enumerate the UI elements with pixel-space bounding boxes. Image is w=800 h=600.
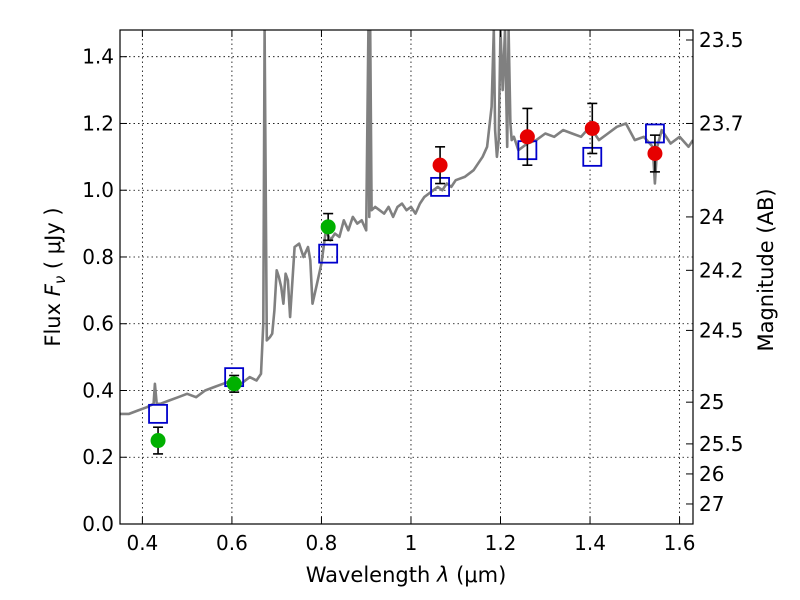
y2-tick-label: 25.5 [699,432,744,456]
y2-tick-label: 25 [699,390,724,414]
observed-point [320,219,336,235]
y-tick-label: 1.0 [82,178,114,202]
y-tick-label: 0.2 [82,445,114,469]
x-tick-label: 1.2 [485,531,517,555]
observed-point [647,146,663,161]
x-tick-label: 1.6 [664,531,696,555]
y-tick-label: 0.8 [82,245,114,269]
y-tick-label: 1.2 [82,111,114,135]
y2-tick-label: 24.2 [699,258,744,282]
observed-point [150,433,166,449]
y2-tick-label: 24 [699,205,724,229]
ticks: 0.4 0.6 0.8 1 1.2 1.4 1.6 0.0 0.2 0.4 0.6 0.8 1.0 1.2… [82,28,743,555]
y2-tick-label: 23.5 [699,28,744,52]
y2-tick-label: 24.5 [699,318,744,342]
x-tick-label: 1 [405,531,418,555]
y-axis-title: Flux Fν ( μJy ) [41,207,69,346]
observed-point [226,376,242,392]
grid [120,30,693,525]
x-tick-label: 0.6 [216,531,248,555]
marker-layer [148,102,665,455]
y-tick-label: 1.4 [82,45,114,69]
x-tick-label: 1.4 [574,531,606,555]
y2-axis-title: Magnitude (AB) [754,188,778,351]
observed-point [432,157,448,173]
y2-tick-label: 27 [699,492,724,516]
model-photometry-square [148,403,168,424]
y-tick-label: 0.6 [82,312,114,336]
plot-frame [119,29,694,525]
spectrum-layer [120,30,693,416]
model-photometry-square [318,243,339,264]
x-tick-label: 0.4 [126,531,158,555]
y2-tick-label: 23.7 [699,111,744,135]
spectrum-line [120,30,693,416]
x-tick-label: 0.8 [306,531,338,555]
observed-point [519,129,535,145]
y-tick-label: 0.0 [82,512,114,536]
x-axis-title: Wavelength λ (μm) [306,563,507,587]
y2-tick-label: 26 [699,462,724,486]
observed-point [584,120,600,136]
y-tick-label: 0.4 [82,378,114,402]
